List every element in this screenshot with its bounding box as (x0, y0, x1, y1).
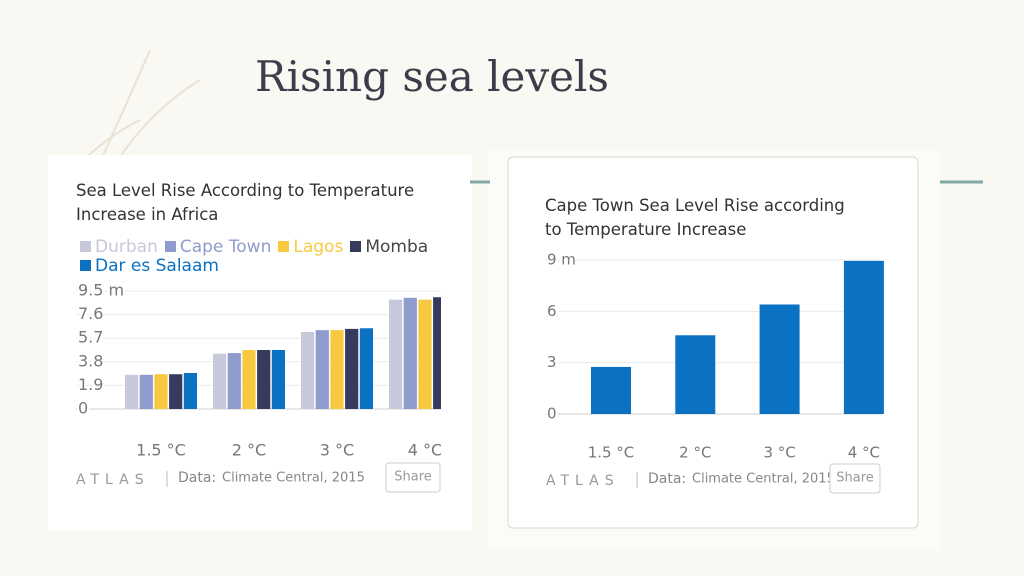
bar (227, 353, 241, 409)
bar (139, 374, 153, 409)
bar (843, 260, 884, 414)
legend-item: Momba (350, 238, 428, 257)
y-tick-label: 3 (547, 353, 557, 371)
bar (301, 331, 315, 409)
source: Climate Central, 2015 (222, 471, 365, 486)
y-tick-label: 0 (547, 405, 557, 423)
slide-title: Rising sea levels (255, 52, 609, 101)
bar (213, 353, 227, 409)
y-tick-label: 0 (78, 399, 88, 418)
y-tick-label: 9 m (547, 251, 576, 269)
y-tick-label: 5.7 (78, 328, 103, 347)
x-tick-label: 1.5 °C (588, 444, 635, 462)
bar (389, 299, 403, 409)
bar (242, 350, 256, 409)
legend-item: Durban (80, 238, 158, 257)
bar (403, 297, 417, 409)
x-tick-label: 3 °C (763, 444, 795, 462)
y-tick-label: 6 (547, 302, 557, 320)
bar (154, 374, 168, 409)
x-tick-label: 4 °C (848, 444, 880, 462)
brand: ATLAS (546, 473, 620, 489)
share-button[interactable] (829, 463, 881, 494)
legend-swatch (80, 260, 91, 271)
bar (125, 374, 139, 409)
bar (315, 330, 329, 409)
brand: ATLAS (76, 472, 150, 488)
legend-swatch (278, 241, 290, 252)
share-label: Share (394, 470, 432, 485)
chart-title: Cape Town Sea Level Rise according to Te… (545, 196, 845, 239)
share-button[interactable] (385, 462, 441, 493)
source-label: Data: (648, 471, 686, 487)
bar (169, 374, 183, 409)
bar (359, 328, 373, 409)
y-tick-label: 1.9 (78, 375, 103, 394)
bar (418, 299, 432, 409)
bar (345, 328, 359, 409)
legend-label: Durban (95, 238, 158, 257)
share-label: Share (836, 471, 874, 486)
legend-label: Lagos (293, 238, 344, 257)
legend-item: Cape Town (164, 238, 272, 257)
bar (591, 366, 631, 414)
legend-label: Cape Town (179, 238, 272, 257)
plot: 0 3 6 9 m 1.5 °C 2 °C 3 °C 4 °C (545, 249, 884, 462)
bar (257, 350, 271, 409)
bar (183, 372, 197, 409)
legend-swatch (164, 241, 176, 252)
bar (433, 297, 441, 409)
source-label: Data: (178, 470, 216, 486)
legend-swatch (80, 241, 91, 252)
x-tick-label: 2 °C (679, 444, 711, 462)
plot: 0 1.9 3.8 5.7 7.6 9.5 m 1.5 °C 2 °C 3 °C 4 °C (76, 279, 442, 460)
y-tick-label: 3.8 (78, 351, 103, 370)
legend-item: Lagos (278, 238, 343, 257)
x-tick-label: 3 °C (320, 441, 354, 460)
bar (675, 335, 716, 414)
bar (271, 350, 285, 409)
legend: Durban Cape Town Lagos Momba Dar es Salaam (80, 238, 441, 278)
y-tick-label: 9.5 m (78, 281, 124, 300)
x-tick-label: 2 °C (232, 441, 266, 460)
legend-label: Momba (365, 238, 429, 257)
source: Climate Central, 2015 (692, 472, 835, 487)
bar (330, 330, 344, 409)
x-tick-label: 4 °C (408, 441, 442, 460)
y-tick-label: 7.6 (78, 304, 103, 323)
chart-title: Sea Level Rise According to Temperature … (76, 181, 415, 224)
legend-swatch (350, 241, 362, 252)
legend-label: Dar es Salaam (95, 256, 219, 276)
x-tick-label: 1.5 °C (136, 441, 186, 460)
bar (759, 304, 800, 414)
legend-item: Dar es Salaam (80, 257, 219, 276)
